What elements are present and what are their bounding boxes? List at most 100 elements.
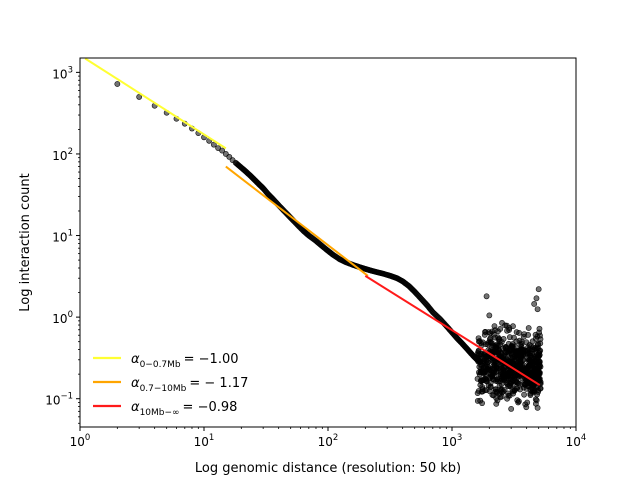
fit-line-2: [225, 165, 369, 277]
scatter-point: [501, 386, 508, 393]
scatter-point: [114, 81, 121, 87]
scatter-point: [509, 381, 516, 388]
legend: α0−0.7Mb = −1.00 α0.7−10Mb = − 1.17 α10Mb−∞ =…: [93, 352, 248, 418]
scatter-point: [522, 401, 529, 408]
scatter-point: [523, 339, 530, 346]
scatter-point: [537, 332, 543, 339]
scatter-point: [478, 388, 485, 395]
x-tick-label: 102: [318, 433, 339, 449]
scatter-point: [528, 385, 535, 392]
scatter-point: [511, 372, 518, 379]
fit-line-3: [364, 275, 541, 386]
scatter-point: [492, 349, 499, 355]
scatter-point: [514, 354, 521, 361]
scatter-points-layer: [114, 81, 544, 412]
legend-entry-label: α10Mb−∞ = −0.98: [131, 400, 237, 418]
scatter-point: [504, 357, 511, 363]
scatter-point: [527, 353, 534, 359]
scatter-point: [474, 398, 481, 404]
scatter-point: [483, 378, 490, 385]
y-tick-label: 103: [52, 65, 73, 81]
x-tick-label: 101: [194, 433, 215, 449]
scatter-point: [521, 391, 527, 398]
fit-lines-layer: [84, 57, 541, 386]
scatter-point: [533, 295, 540, 302]
scatter-point: [488, 344, 495, 351]
scatter-point: [516, 330, 523, 336]
legend-entry-label: α0−0.7Mb = −1.00: [131, 352, 239, 370]
x-tick-label: 103: [442, 433, 463, 449]
y-tick-label: 10−1: [45, 392, 73, 408]
scatter-point: [511, 387, 518, 393]
scatter-point: [511, 348, 518, 354]
scatter-point: [492, 334, 499, 341]
scatter-point: [516, 398, 522, 405]
scatter-point: [526, 363, 533, 370]
scatter-point: [535, 345, 542, 351]
scatter-point: [508, 405, 515, 412]
scatter-point: [498, 369, 505, 376]
scatter-point: [136, 94, 143, 100]
scatter-point: [517, 342, 524, 348]
scatter-point: [498, 393, 505, 400]
scatter-point: [487, 384, 494, 390]
scatter-point: [534, 404, 541, 411]
y-tick-label: 100: [52, 310, 73, 326]
scatter-point: [529, 338, 536, 345]
scatter-point: [505, 392, 512, 399]
scatter-point: [494, 376, 501, 383]
scatter-point: [492, 386, 499, 393]
scatter-point: [510, 323, 516, 330]
scatter-point: [474, 355, 481, 362]
scatter-point: [504, 381, 511, 388]
scatter-point: [219, 147, 226, 154]
legend-entry-label: α0.7−10Mb = − 1.17: [131, 376, 248, 394]
scatter-point: [537, 385, 544, 392]
scatter-point: [509, 341, 516, 347]
y-tick-label: 101: [52, 229, 73, 245]
scatter-point: [492, 327, 498, 334]
scatter-point: [531, 301, 538, 307]
scatter-point: [523, 347, 530, 354]
x-tick-label: 104: [566, 433, 587, 449]
scatter-point: [535, 286, 542, 293]
y-tick-label: 102: [52, 147, 73, 163]
scatter-point: [487, 375, 494, 381]
scatter-point: [502, 343, 509, 350]
scatter-point: [534, 391, 541, 398]
scatter-point: [535, 353, 542, 359]
axis-ticks-layer: 100 101 102 103 104 10−1 100 101 102 103: [45, 65, 586, 449]
scatter-point: [525, 325, 532, 331]
y-axis-label: Log interaction count: [18, 173, 33, 311]
scatter-point: [504, 371, 511, 378]
scatter-point: [517, 359, 523, 365]
scatter-point: [480, 339, 486, 346]
scatter-point: [525, 331, 531, 338]
scatter-point: [502, 322, 508, 329]
scatter-point: [536, 369, 543, 376]
fit-line-1: [84, 57, 227, 150]
scatter-point: [489, 365, 496, 372]
scatter-point: [529, 347, 536, 354]
scatter-point: [479, 384, 486, 390]
scatter-point: [490, 392, 497, 399]
x-tick-label: 100: [70, 433, 91, 449]
scatter-point: [532, 396, 539, 403]
scatter-point: [506, 334, 513, 341]
scatter-point: [497, 341, 504, 348]
scatter-point: [486, 312, 493, 319]
scatter-point: [482, 329, 489, 335]
scatter-point: [537, 378, 544, 385]
scatter-point: [478, 351, 485, 358]
scatter-point: [484, 359, 491, 366]
scatter-point: [478, 377, 484, 384]
scatter-point: [506, 347, 513, 354]
scatter-point: [527, 358, 534, 365]
scatter-point: [486, 336, 493, 343]
x-axis-label: Log genomic distance (resolution: 50 kb): [195, 461, 461, 476]
scatter-point: [487, 330, 494, 337]
scatter-point: [481, 363, 487, 370]
scatter-point: [534, 306, 541, 313]
